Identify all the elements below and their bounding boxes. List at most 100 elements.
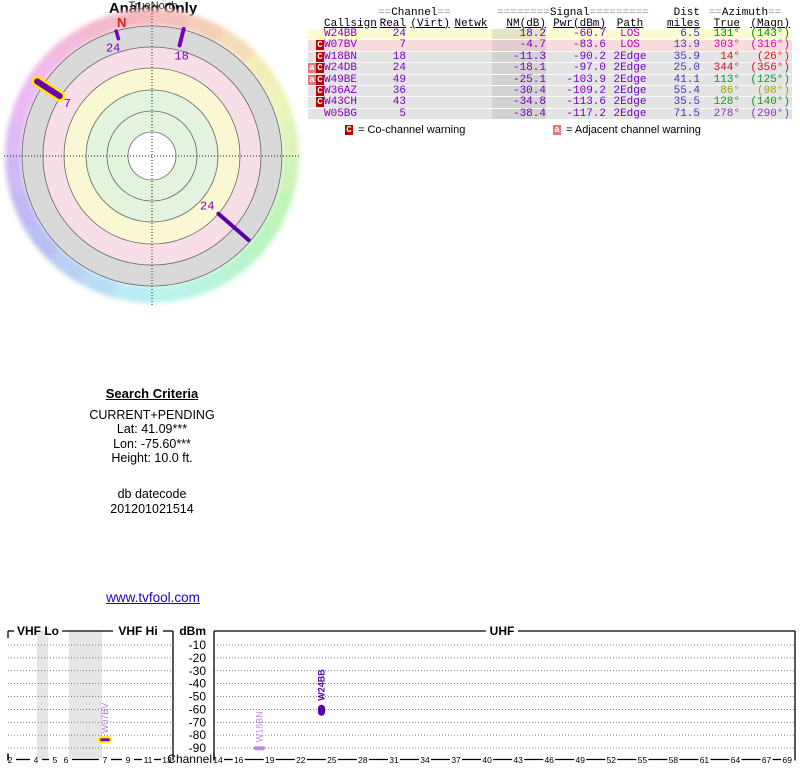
table-row: a C W24DB 24 -18.1 -97.0 2Edge 25.0 344° (356°) — [308, 62, 792, 75]
search-criteria: Search Criteria CURRENT+PENDING Lat: 41.… — [32, 386, 272, 466]
dbm-tick-label: -90 — [189, 741, 207, 755]
col-header-nm: NM(dB) — [506, 17, 546, 30]
channel-tick-label: 34 — [420, 755, 430, 765]
vhf-lo-label: VHF Lo — [17, 624, 59, 638]
dbm-axis-title: dBm — [179, 624, 206, 638]
channel-tick-label: 43 — [513, 755, 523, 765]
dbm-tick-label: -80 — [189, 728, 207, 742]
callsign-link[interactable]: W05BG — [324, 107, 358, 120]
table-group-header: ==Channel== ========Signal========= Dist ==… — [308, 7, 792, 19]
channel-axis-title: Channel — [167, 752, 212, 766]
cell-magn-azimuth: (356°) — [750, 62, 790, 75]
channel-tick-label: 55 — [638, 755, 648, 765]
signal-marker-label: W24BB — [317, 669, 327, 701]
flag-co-channel: C — [316, 85, 324, 96]
col-header-real: Real — [379, 17, 406, 30]
cell-nm: 18.2 — [492, 28, 546, 40]
cell-true-azimuth: 128° — [713, 96, 740, 109]
cell-real: 24 — [392, 28, 406, 40]
callsign-link[interactable]: W18BN — [324, 50, 358, 63]
cell-miles: 71.5 — [673, 107, 700, 120]
cell-pwr: -90.2 — [572, 50, 606, 63]
table-row: W24BB 24 18.2 -60.7 LOS 6.5 131° (143°) — [308, 28, 792, 41]
col-header-pwr: Pwr(dBm) — [553, 17, 606, 30]
flag-co-channel: C — [316, 40, 324, 51]
channel-tick-label: 4 — [34, 755, 39, 765]
channel-tick-label: 14 — [213, 755, 223, 765]
flag-co-channel: C — [316, 51, 324, 62]
cell-true-azimuth: 14° — [720, 50, 740, 63]
signal-marker-W24BB: W24BB — [317, 669, 327, 716]
vhf-shaded-band — [69, 631, 102, 759]
legend-item: a = Adjacent channel warning — [553, 124, 701, 136]
db-datecode-value: 201201021514 — [110, 501, 194, 516]
radar-marker-label: 7 — [64, 97, 71, 111]
cell-real: 7 — [399, 39, 406, 52]
callsign-link[interactable]: W36AZ — [324, 84, 358, 97]
callsign-link[interactable]: W24BB — [324, 28, 358, 40]
col-header-magn: (Magn) — [750, 17, 790, 30]
vhf-shaded-band — [37, 631, 48, 759]
callsign-link[interactable]: W43CH — [324, 96, 358, 109]
cell-pwr: -60.7 — [572, 28, 606, 40]
search-lat: Lat: 41.09*** — [116, 422, 188, 436]
cell-nm: -30.4 — [492, 85, 546, 97]
flag-adjacent: a — [308, 74, 316, 85]
tvfool-link[interactable]: www.tvfool.com — [106, 590, 200, 605]
cell-real: 49 — [392, 73, 406, 86]
group-header-signal: ========Signal========= — [497, 7, 649, 19]
cell-miles: 35.5 — [673, 96, 700, 109]
vhf-hi-label: VHF Hi — [118, 624, 157, 638]
radar-polar-chart: N 24 18 7 24 — [4, 7, 301, 305]
cell-true-azimuth: 303° — [713, 39, 740, 52]
warning-legend: C = Co-channel warning a = Adjacent channel… — [0, 124, 800, 138]
cell-magn-azimuth: (290°) — [750, 107, 790, 120]
col-header-miles: miles — [666, 17, 700, 30]
group-header-channel: ==Channel== — [378, 7, 451, 19]
panel-frames — [7, 630, 796, 761]
channel-tick-label: 52 — [607, 755, 617, 765]
channel-tick-label: 5 — [53, 755, 58, 765]
legend-item: C = Co-channel warning — [345, 124, 465, 136]
radar-marker-7: 7 — [31, 75, 71, 111]
cell-miles: 41.1 — [673, 73, 700, 86]
cell-real: 18 — [392, 50, 406, 63]
channel-axis: 14 16 19 22 25 28 31 34 37 40 43 46 49 52 55 58 61 64 67 69 — [213, 753, 792, 765]
radar-marker-label: 24 — [200, 200, 214, 214]
cell-nm: -11.3 — [492, 51, 546, 63]
signal-marker-label: W18BN — [254, 711, 264, 742]
grid-lines — [8, 644, 795, 749]
cell-real: 5 — [399, 107, 406, 120]
flag-co-channel: C — [316, 63, 324, 74]
callsign-link[interactable]: W49BE — [324, 73, 358, 86]
db-datecode-label: db datecode — [117, 487, 187, 501]
dbm-tick-label: -20 — [189, 651, 207, 665]
col-header-callsign: Callsign — [324, 17, 377, 30]
cell-miles: 25.0 — [673, 62, 700, 75]
callsign-link[interactable]: W07BV — [324, 39, 358, 52]
signal-table: ==Channel== ========Signal========= Dist ==… — [308, 7, 792, 121]
channel-tick-label: 61 — [700, 755, 710, 765]
cell-true-azimuth: 86° — [720, 84, 740, 97]
flag-adjacent: a — [308, 63, 316, 74]
legend-text: = Adjacent channel warning — [566, 124, 701, 136]
col-header-netwk: Netwk — [454, 17, 488, 30]
table-column-header: Callsign Real (Virt) Netwk NM(dB) Pwr(dBm) Pat… — [308, 17, 792, 30]
channel-tick-label: 67 — [762, 755, 772, 765]
cell-path: 2Edge — [613, 84, 647, 97]
cell-magn-azimuth: (140°) — [750, 96, 790, 109]
cell-pwr: -97.0 — [572, 62, 606, 75]
channel-tick-label: 11 — [144, 755, 153, 765]
cell-pwr: -113.6 — [566, 96, 606, 109]
signal-marker-W07BV: W07BV — [97, 703, 113, 744]
cell-magn-azimuth: (143°) — [750, 28, 790, 40]
cell-pwr: -109.2 — [566, 84, 606, 97]
cell-magn-azimuth: (316°) — [750, 39, 790, 52]
cell-pwr: -103.9 — [566, 73, 606, 86]
channel-tick-label: 28 — [358, 755, 368, 765]
uhf-label: UHF — [490, 624, 515, 638]
channel-tick-label: 16 — [234, 755, 244, 765]
callsign-link[interactable]: W24DB — [324, 62, 358, 75]
